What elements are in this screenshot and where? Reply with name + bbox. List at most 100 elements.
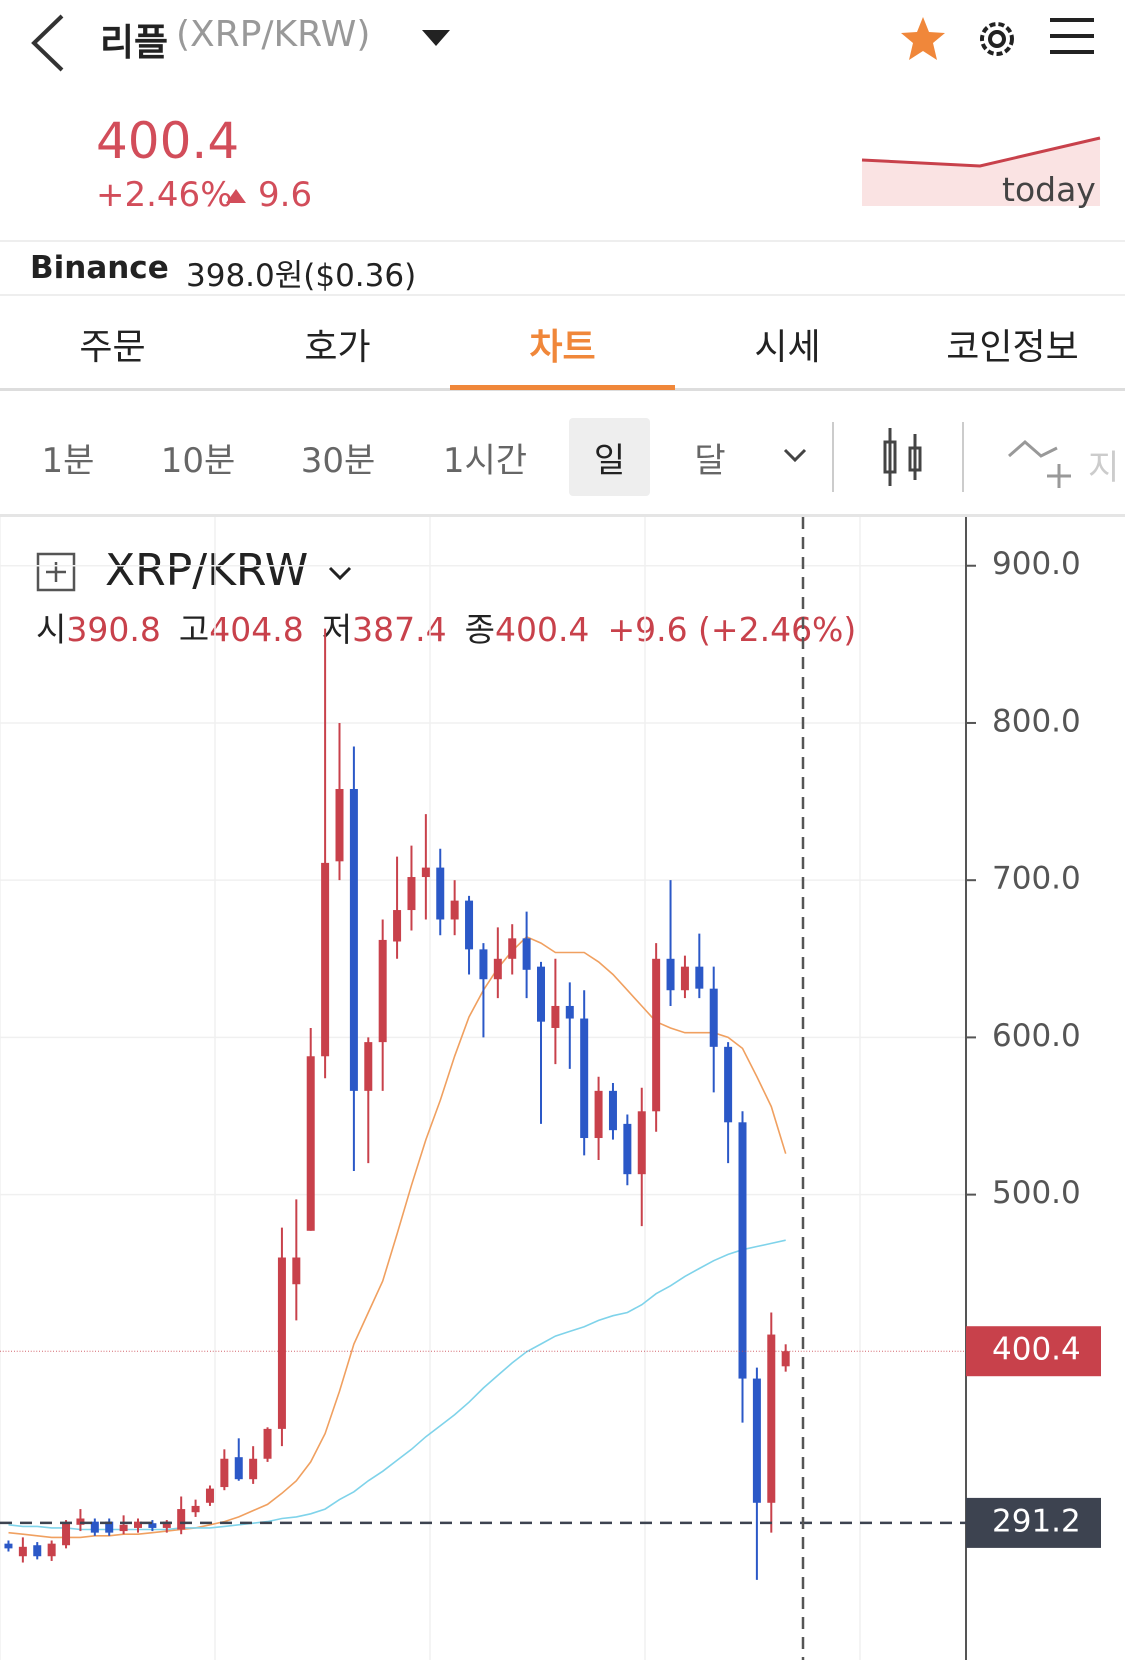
candle-body	[47, 1543, 56, 1557]
tab[interactable]: 시세	[754, 327, 821, 368]
candle-body	[537, 966, 546, 1022]
candle-body	[738, 1122, 747, 1379]
candle-body	[306, 1056, 315, 1231]
candle-body	[191, 1505, 200, 1513]
chart-tools[interactable]	[775, 420, 1125, 500]
candle-body	[76, 1518, 85, 1525]
chart-symbol: XRP/KRW	[105, 545, 308, 596]
interval[interactable]: 1분	[41, 440, 95, 481]
tab-indicator	[450, 385, 675, 390]
candle-body	[249, 1458, 258, 1480]
favorite[interactable]	[898, 14, 948, 64]
candle-body	[709, 988, 718, 1047]
candle-body	[623, 1123, 632, 1175]
candle-body	[724, 1046, 733, 1123]
symbol-dropdown[interactable]	[328, 566, 352, 581]
candle-body	[335, 788, 344, 862]
dropdown[interactable]	[420, 28, 452, 48]
legend-value: 390.8	[66, 610, 160, 649]
spark-label: today	[1002, 170, 1096, 209]
tab[interactable]: 코인정보	[946, 327, 1079, 368]
candle-body	[119, 1524, 128, 1532]
candle-body	[608, 1090, 617, 1131]
y-tick-label: 700.0	[992, 861, 1081, 897]
candle-body	[565, 1005, 574, 1019]
symbol-icon[interactable]	[36, 552, 76, 592]
divider	[0, 514, 1125, 517]
legend-value: 404.8	[209, 610, 303, 649]
legend-label: 고	[179, 610, 209, 649]
legend-label: 시	[36, 610, 66, 649]
legend-value: 387.4	[352, 610, 446, 649]
tab-active[interactable]: 차트	[529, 327, 596, 368]
candle-body	[479, 949, 488, 980]
candle-body	[652, 958, 661, 1112]
candle-body	[292, 1257, 301, 1285]
settings[interactable]	[972, 14, 1022, 64]
candle-body	[781, 1351, 790, 1367]
menu[interactable]	[1048, 16, 1096, 56]
coin-name: 리플	[100, 21, 169, 64]
price-tag-label: 291.2	[992, 1503, 1081, 1539]
candle-body	[349, 788, 358, 1091]
interval[interactable]: 1시간	[442, 440, 528, 481]
price-tag	[966, 1326, 1101, 1377]
moving-average	[8, 935, 787, 1539]
price-tag-label: 400.4	[992, 1332, 1081, 1368]
exchange-price: 398.0원($0.36)	[186, 258, 417, 294]
candle-body	[148, 1523, 157, 1528]
candle-body	[18, 1546, 27, 1557]
candle-body	[695, 966, 704, 989]
y-tick-label: 500.0	[992, 1175, 1081, 1211]
candle-body	[134, 1521, 143, 1528]
candle-body	[493, 958, 502, 980]
change-pct: +2.46%	[96, 175, 233, 215]
candle-body	[637, 1111, 646, 1175]
tab[interactable]: 호가	[304, 327, 371, 368]
candle-body	[450, 900, 459, 920]
candle-body	[263, 1428, 272, 1459]
moving-average	[8, 1239, 786, 1531]
candle-body	[393, 910, 402, 942]
candle-body	[90, 1521, 99, 1533]
interval[interactable]: 30분	[300, 440, 376, 481]
sparkline	[861, 136, 1101, 206]
legend-value: 400.4	[495, 610, 589, 649]
candle-body	[364, 1042, 373, 1091]
candle-body	[277, 1257, 286, 1429]
up-arrow	[226, 189, 246, 203]
candle-body	[680, 966, 689, 991]
candle-body	[62, 1523, 71, 1546]
tool-label: 지	[1088, 448, 1120, 488]
chart: XRP/KRW 시390.8 고404.8 저387.4 종400.4 +9.6 (+2…	[0, 517, 1101, 1660]
candle-body	[378, 939, 387, 1043]
candle-body	[177, 1509, 186, 1530]
legend-label: 저	[322, 610, 352, 649]
candle-body	[580, 1018, 589, 1139]
candle-body	[4, 1543, 13, 1549]
divider	[0, 240, 1125, 242]
candle-body	[767, 1334, 776, 1503]
coin-pair: (XRP/KRW)	[176, 14, 371, 55]
candle-body	[752, 1378, 761, 1503]
candle-body	[105, 1521, 114, 1533]
price-tag	[966, 1497, 1101, 1548]
candle-body	[594, 1090, 603, 1139]
candle-body	[421, 867, 430, 878]
candle-body	[436, 867, 445, 920]
interval-active[interactable]: 일	[569, 418, 650, 496]
interval[interactable]: 10분	[160, 440, 236, 481]
legend-change: +9.6 (+2.46%)	[607, 610, 856, 649]
back-button[interactable]	[28, 12, 68, 74]
interval[interactable]: 달	[694, 440, 726, 481]
y-tick-label: 900.0	[992, 546, 1081, 582]
tab[interactable]: 주문	[79, 327, 146, 368]
y-tick-label: 600.0	[992, 1018, 1081, 1054]
divider	[0, 294, 1125, 296]
candle-body	[162, 1521, 171, 1528]
candle-body	[33, 1545, 42, 1557]
candle-body	[234, 1457, 243, 1480]
candle-body	[522, 938, 531, 970]
candle-body	[220, 1458, 229, 1488]
